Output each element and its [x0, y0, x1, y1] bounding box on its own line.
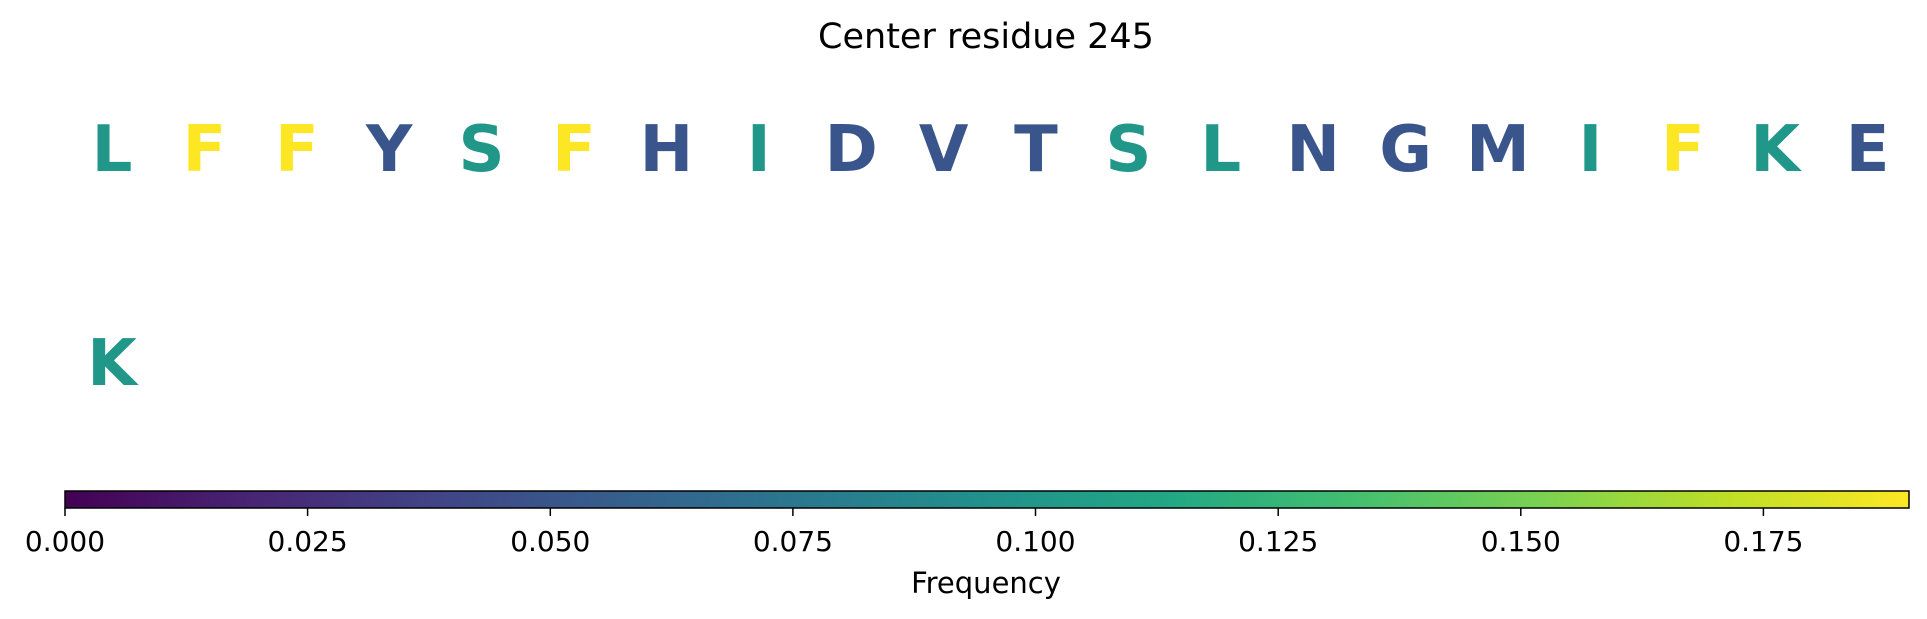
residue-letter: Y — [365, 113, 413, 187]
colorbar-tick-label: 0.125 — [1238, 525, 1318, 558]
residue-letter: V — [919, 113, 969, 187]
colorbar-tick-label: 0.000 — [25, 525, 105, 558]
colorbar: 0.000 0.025 0.050 0.075 0.100 0.125 0.150 0.175… — [25, 490, 1910, 600]
residue-letter: T — [1014, 113, 1058, 187]
residue-letter: D — [825, 113, 878, 187]
residue-letter: L — [92, 113, 133, 187]
residue-letter: K — [1750, 113, 1802, 187]
residue-letter: I — [1578, 113, 1602, 187]
residue-letter: H — [640, 113, 694, 187]
residue-letter: F — [183, 113, 227, 187]
residue-letter: E — [1846, 113, 1890, 187]
colorbar-tick-label: 0.150 — [1481, 525, 1561, 558]
chart-title: Center residue 245 — [818, 17, 1154, 57]
residue-letter: F — [552, 113, 596, 187]
colorbar-ticks: 0.000 0.025 0.050 0.075 0.100 0.125 0.150 0.175 — [25, 508, 1803, 558]
colorbar-label: Frequency — [911, 566, 1061, 600]
residue-letter: M — [1466, 113, 1530, 187]
residue-letter: G — [1379, 113, 1432, 187]
colorbar-tick-label: 0.025 — [268, 525, 348, 558]
residue-letter: L — [1200, 113, 1241, 187]
colorbar-tick-label: 0.175 — [1723, 525, 1803, 558]
residue-letter: F — [275, 113, 319, 187]
residue-letter: S — [459, 113, 505, 187]
colorbar-tick-label: 0.050 — [510, 525, 590, 558]
residue-letter: I — [747, 113, 771, 187]
residue-letter: S — [1105, 113, 1151, 187]
residue-letter: F — [1661, 113, 1705, 187]
colorbar-tick-label: 0.100 — [995, 525, 1075, 558]
residue-letter: N — [1286, 113, 1340, 187]
residue-letters: L F F Y S F H I D V T S L N G M I F K EK — [87, 113, 1889, 401]
residue-letter: K — [87, 327, 139, 401]
colorbar-tick-label: 0.075 — [753, 525, 833, 558]
colorbar-gradient — [64, 490, 1910, 509]
